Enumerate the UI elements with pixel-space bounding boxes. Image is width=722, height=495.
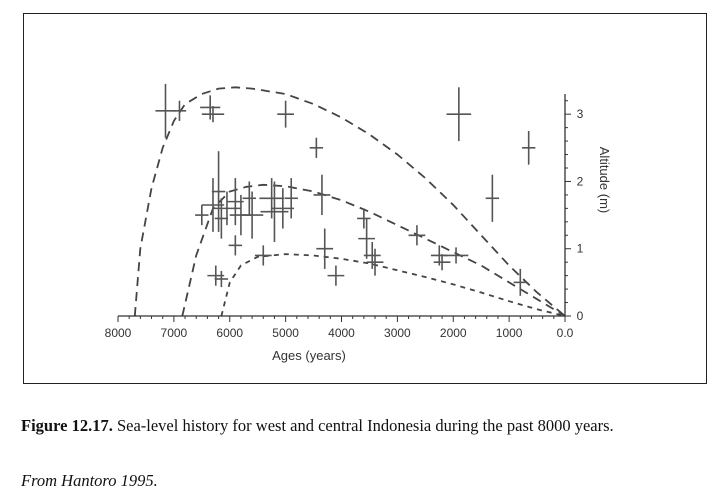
data-point [513,268,528,296]
data-point [271,188,295,229]
data-point [242,181,257,216]
x-axis-title: Ages (years) [272,348,346,363]
x-tick-label: 0.0 [557,326,574,340]
data-point [195,205,209,226]
data-point [212,191,241,226]
figure-frame [23,13,707,384]
data-point [521,131,536,165]
x-tick-labels: 8000 7000 6000 5000 4000 3000 2000 1000 0.0 [105,326,574,340]
x-tick-label: 4000 [328,326,355,340]
x-tick-label: 1000 [496,326,523,340]
y-tick-labels: 0 1 2 3 [577,107,584,323]
data-point [327,265,345,286]
caption-label: Figure 12.17. [21,416,113,435]
data-point [228,235,243,256]
y-tick-label: 2 [577,174,584,188]
sea-level-chart: 8000 7000 6000 5000 4000 3000 2000 1000 0.0 0 1 2 3… [105,83,612,363]
data-points-layer [155,83,536,296]
data-point [254,245,272,266]
data-point [200,95,221,120]
data-point [201,106,225,123]
caption-text: Sea-level history for west and central I… [112,416,614,435]
x-tick-label: 5000 [272,326,299,340]
data-point [240,191,264,239]
curves-layer [133,86,566,317]
x-tick-label: 8000 [105,326,132,340]
y-axis-title: Altitude (m) [597,147,612,213]
data-point [316,228,334,269]
data-point [485,174,500,222]
data-point [433,254,451,271]
data-point [366,248,384,276]
data-point [443,247,469,264]
data-point [358,218,376,259]
figure-caption: Figure 12.17. Sea-level history for west… [21,415,711,436]
y-tick-label: 1 [577,242,584,256]
data-point [284,178,298,219]
data-point [211,151,226,232]
data-point [313,174,331,216]
y-tick-label: 3 [577,107,584,121]
data-point [201,178,225,232]
y-tick-label: 0 [577,309,584,323]
data-point [408,225,426,246]
data-point [155,83,176,138]
x-tick-label: 3000 [384,326,411,340]
data-point [214,270,229,288]
envelope-curve-2 [181,183,566,317]
envelope-curve-3 [220,253,566,317]
x-tick-label: 6000 [216,326,243,340]
data-point [363,242,381,269]
data-point [214,198,229,239]
x-tick-label: 2000 [440,326,467,340]
data-point [357,208,371,229]
axes-layer [117,94,571,322]
envelope-curve-1 [133,86,566,317]
data-point [446,87,472,142]
data-point [309,137,324,158]
x-tick-label: 7000 [161,326,188,340]
data-point [277,100,295,128]
data-point [172,100,187,121]
data-point [260,181,289,242]
figure-source: From Hantoro 1995. [21,471,158,490]
